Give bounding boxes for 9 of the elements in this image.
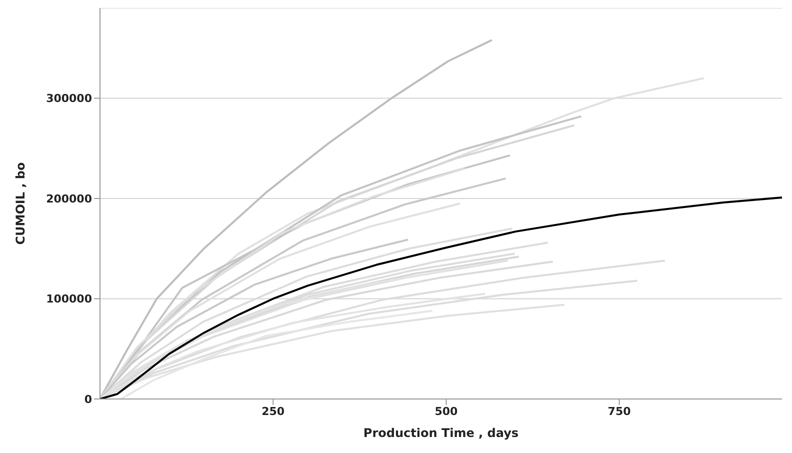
x-tick-label: 250 xyxy=(262,404,285,418)
y-tick-label: 100000 xyxy=(46,292,92,306)
y-tick-label: 0 xyxy=(84,392,92,406)
x-axis-title: Production Time , days xyxy=(363,426,519,440)
y-axis-title: CUMOIL , bo xyxy=(13,162,28,245)
x-tick-label: 500 xyxy=(434,404,458,418)
x-tick-label: 750 xyxy=(608,404,632,418)
y-tick-label: 200000 xyxy=(46,192,92,206)
y-tick-label: 300000 xyxy=(46,92,92,106)
